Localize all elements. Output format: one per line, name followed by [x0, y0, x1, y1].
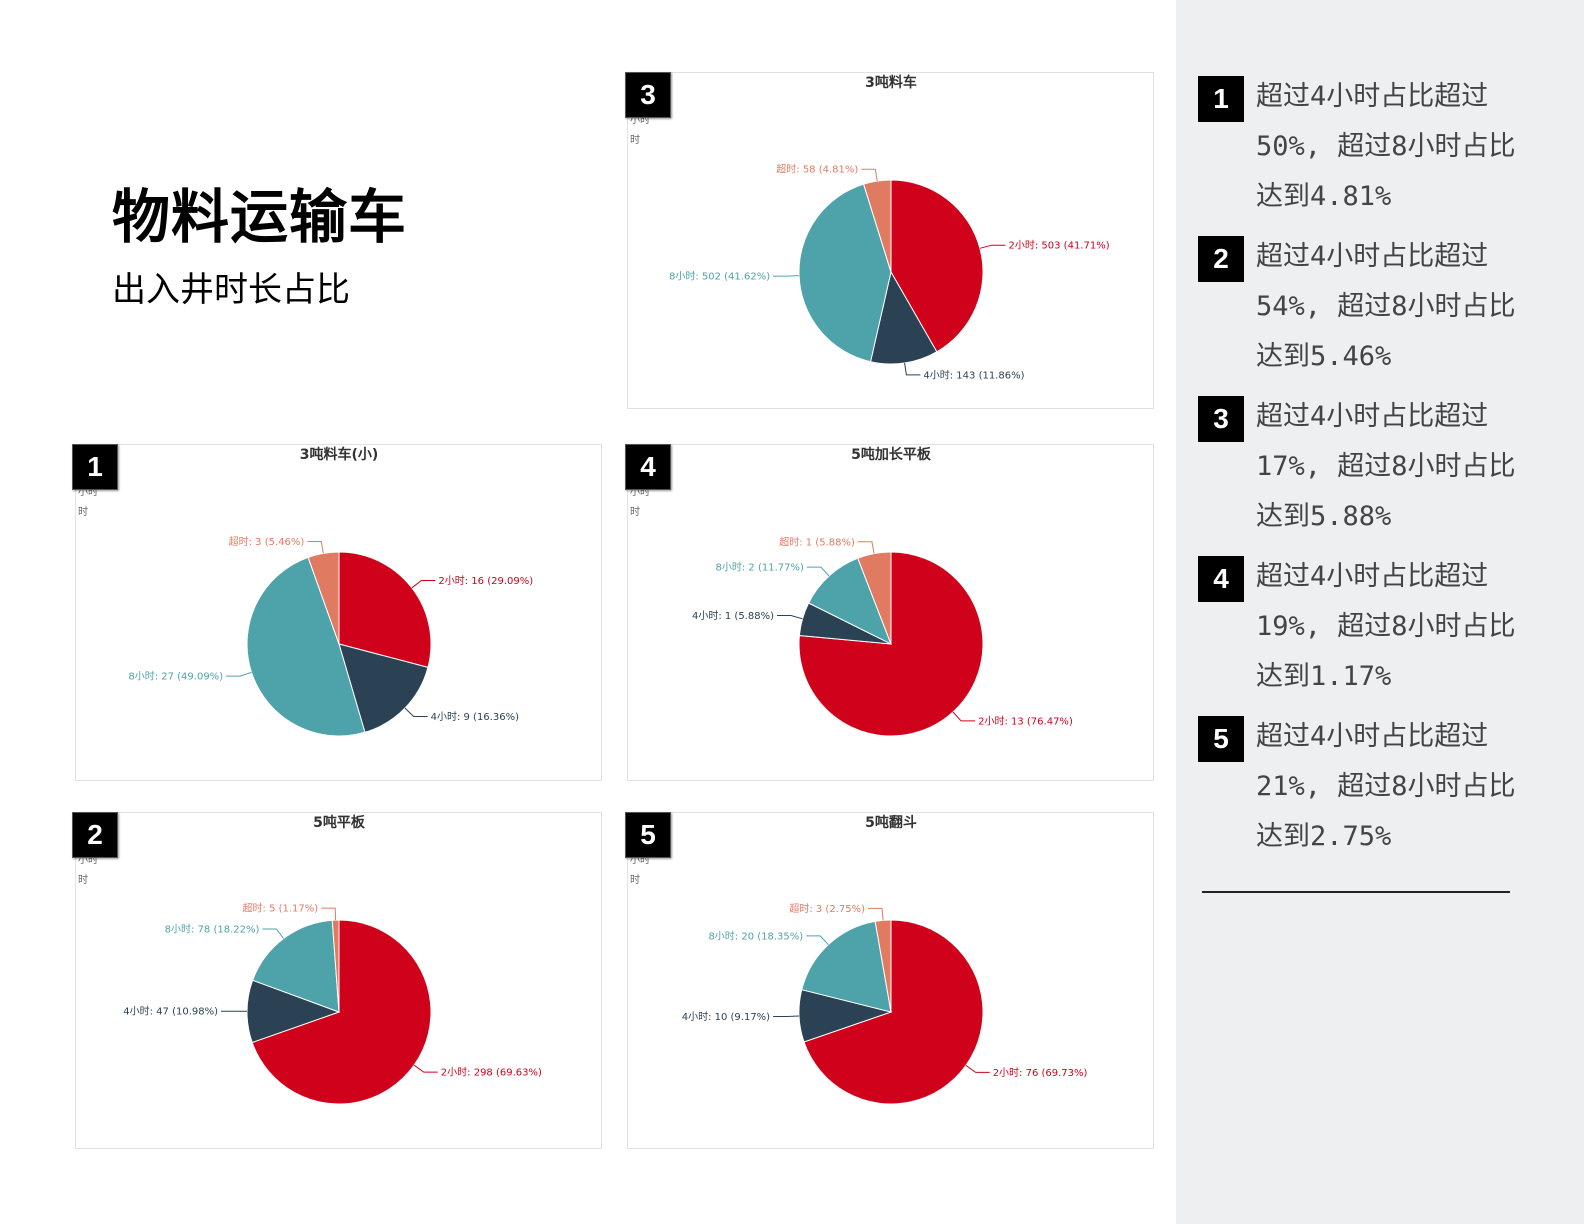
chart-badge-2: 2 [72, 812, 118, 858]
slice-label-over: 超时: 1 (5.88%) [779, 535, 855, 548]
note-3: 3 超过4小时占比超过17%, 超过8小时占比达到5.88% [1198, 392, 1538, 542]
pie-slice-2h [251, 919, 432, 1105]
slice-label-2h: 2小时: 16 (29.09%) [438, 575, 533, 587]
label-leader-line [777, 615, 803, 620]
pie-slice-8h [807, 557, 892, 646]
chart-title: 5吨加长平板 [851, 446, 932, 463]
chart-badge-4: 4 [625, 444, 671, 490]
chart-card-truck-3t-small: 3吨料车(小) 小时时 2小时: 16 (29.09%) 4小时: 9 (16.36%… [75, 444, 602, 781]
note-text: 超过4小时占比超过50%, 超过8小时占比达到4.81% [1256, 81, 1516, 212]
label-leader-line [806, 566, 830, 577]
notes-panel [1176, 0, 1584, 1224]
pie-slice-over [874, 919, 892, 1013]
chart-title: 3吨料车 [865, 74, 917, 91]
chart-card-truck-3t: 3吨料车 小时时 2小时: 503 (41.71%) 4小时: 143 (11.86%… [627, 72, 1154, 409]
label-leader-line [979, 244, 1006, 249]
chart-card-truck-5t-flatbed: 5吨平板 小时时 2小时: 298 (69.63%) 4小时: 47 (10.98%)… [75, 812, 602, 1149]
label-leader-line [952, 711, 976, 722]
slice-label-2h: 2小时: 13 (76.47%) [978, 715, 1073, 727]
label-leader-line [868, 907, 884, 921]
slice-label-4h: 4小时: 10 (9.17%) [682, 1011, 770, 1023]
slice-label-8h: 8小时: 20 (18.35%) [708, 930, 803, 942]
slice-label-over: 超时: 3 (5.46%) [229, 535, 305, 548]
slice-label-8h: 8小时: 2 (11.77%) [716, 562, 804, 574]
slice-label-2h: 2小时: 503 (41.71%) [1009, 240, 1110, 252]
pie-slice-2h [338, 551, 432, 669]
note-1: 1 超过4小时占比超过50%, 超过8小时占比达到4.81% [1198, 72, 1538, 222]
label-leader-line [411, 580, 436, 589]
chart-card-truck-5t-long-flatbed: 5吨加长平板 小时时 2小时: 13 (76.47%) 4小时: 1 (5.88%) 8… [627, 444, 1154, 781]
label-leader-line [965, 1064, 990, 1073]
slice-label-4h: 4小时: 1 (5.88%) [692, 610, 774, 622]
note-number: 1 [1198, 76, 1244, 122]
chart-title: 3吨料车(小) [300, 446, 379, 463]
pie-slice-8h [246, 556, 366, 737]
slice-label-2h: 2小时: 298 (69.63%) [441, 1067, 542, 1079]
note-text: 超过4小时占比超过17%, 超过8小时占比达到5.88% [1256, 401, 1516, 532]
page-title: 物料运输车 [112, 183, 408, 251]
note-text: 超过4小时占比超过54%, 超过8小时占比达到5.46% [1256, 241, 1516, 372]
note-text: 超过4小时占比超过21%, 超过8小时占比达到2.75% [1256, 721, 1516, 852]
chart-badge-3: 3 [625, 72, 671, 118]
chart-badge-1: 1 [72, 444, 118, 490]
notes-divider [1202, 891, 1510, 893]
label-leader-line [806, 935, 829, 945]
slice-label-4h: 4小时: 143 (11.86%) [923, 369, 1024, 381]
slice-label-over: 超时: 5 (1.17%) [243, 902, 319, 915]
pie-slice-8h [252, 919, 340, 1013]
pie-slice-2h [890, 179, 984, 353]
slice-label-4h: 4小时: 9 (16.36%) [431, 711, 519, 723]
note-number: 4 [1198, 556, 1244, 602]
chart-title: 5吨平板 [313, 814, 366, 831]
legend-entry: 时 [630, 134, 640, 146]
pie-slice-4h [338, 643, 429, 733]
label-leader-line [321, 907, 337, 921]
label-leader-line [857, 541, 875, 554]
pie-slice-2h [798, 551, 984, 737]
note-number: 5 [1198, 716, 1244, 762]
legend-entry: 时 [630, 874, 640, 886]
slice-label-2h: 2小时: 76 (69.73%) [993, 1067, 1088, 1079]
label-leader-line [307, 541, 324, 554]
slice-label-8h: 8小时: 78 (18.22%) [165, 924, 260, 936]
slice-label-over: 超时: 3 (2.75%) [789, 902, 865, 915]
slice-label-8h: 8小时: 27 (49.09%) [128, 671, 223, 683]
note-number: 3 [1198, 396, 1244, 442]
pie-slice-8h [801, 920, 892, 1013]
chart-badge-5: 5 [625, 812, 671, 858]
legend-entry: 时 [78, 506, 88, 518]
chart-card-truck-5t-dump: 5吨翻斗 小时时 2小时: 76 (69.73%) 4小时: 10 (9.17%) 8小… [627, 812, 1154, 1149]
label-leader-line [773, 275, 800, 277]
note-text: 超过4小时占比超过19%, 超过8小时占比达到1.17% [1256, 561, 1516, 692]
label-leader-line [904, 362, 921, 376]
label-leader-line [861, 168, 878, 182]
label-leader-line [773, 1015, 800, 1017]
pie-slice-over [857, 551, 892, 645]
label-leader-line [262, 928, 284, 939]
label-leader-line [226, 671, 252, 677]
label-leader-line [413, 1064, 438, 1073]
label-leader-line [404, 707, 428, 717]
legend-entry: 时 [630, 506, 640, 518]
note-2: 2 超过4小时占比超过54%, 超过8小时占比达到5.46% [1198, 232, 1538, 382]
note-4: 4 超过4小时占比超过19%, 超过8小时占比达到1.17% [1198, 552, 1538, 702]
note-5: 5 超过4小时占比超过21%, 超过8小时占比达到2.75% [1198, 712, 1538, 862]
pie-slice-over [307, 551, 340, 645]
slice-label-over: 超时: 58 (4.81%) [776, 163, 858, 176]
pie-slice-8h [798, 183, 892, 363]
note-number: 2 [1198, 236, 1244, 282]
chart-title: 5吨翻斗 [865, 814, 917, 831]
slice-label-4h: 4小时: 47 (10.98%) [123, 1006, 218, 1018]
pie-slice-2h [803, 919, 984, 1105]
legend-entry: 时 [78, 874, 88, 886]
page-subtitle: 出入井时长占比 [112, 270, 350, 310]
pie-slice-over [862, 179, 892, 273]
slice-label-8h: 8小时: 502 (41.62%) [669, 271, 770, 283]
pie-slice-4h [869, 270, 938, 365]
